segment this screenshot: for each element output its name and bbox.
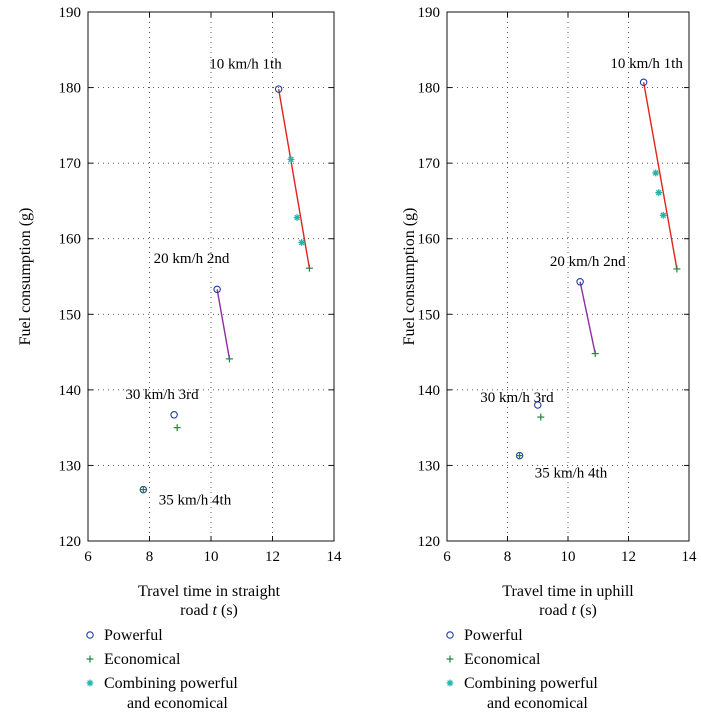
data-point-star — [659, 211, 667, 219]
y-tick-label: 160 — [59, 232, 82, 248]
x-axis-title-prefix: road — [180, 602, 212, 619]
data-point-plus — [673, 265, 681, 273]
x-axis-title-line2: road t (s) — [180, 602, 238, 619]
point-annotation: 10 km/h 1th — [209, 57, 282, 73]
y-tick-label: 140 — [59, 383, 82, 399]
y-axis-title: Fuel consumption (g) — [401, 208, 418, 346]
chart-panel-straight-road: 6 8 10 12 14 120 130 140 150 160 170 180 190 Fuel con… — [17, 5, 342, 619]
data-point-star-ray — [288, 156, 294, 163]
legend-marker-star-ray — [447, 680, 453, 686]
point-annotation: 10 km/h 1th — [610, 56, 683, 72]
y-tick-label: 190 — [59, 5, 82, 21]
legend-marker-circle — [446, 631, 454, 639]
legend-marker-plus — [446, 655, 454, 663]
data-point-star — [287, 155, 295, 163]
trend-line — [216, 289, 231, 359]
data-point-plus — [173, 424, 181, 432]
data-point-plus — [139, 486, 147, 494]
legend-uphill-road: Powerful Economical Combining powerful and … — [446, 627, 598, 712]
legend-straight-road: Powerful Economical Combining powerful and … — [86, 627, 238, 712]
legend-label: and economical — [487, 695, 588, 712]
data-point-star — [655, 189, 663, 197]
point-annotation: 35 km/h 4th — [535, 466, 608, 482]
data-point-circle — [533, 401, 542, 409]
x-tick-label: 6 — [84, 549, 92, 565]
x-tick-label: 8 — [504, 549, 512, 565]
legend-marker-circle — [86, 631, 94, 639]
chart-panel-uphill-road: 6 8 10 12 14 120 130 140 150 160 170 180 190 Fuel con… — [401, 5, 697, 619]
data-point-plus — [537, 413, 545, 421]
point-annotation: 30 km/h 3rd — [125, 387, 199, 403]
data-point-star — [293, 214, 301, 221]
data-point-star-ray — [298, 239, 305, 246]
legend-label: Combining powerful — [104, 675, 238, 692]
legend-marker-star — [86, 679, 94, 687]
data-point-star-ray — [655, 189, 662, 196]
plot-frame — [446, 11, 690, 542]
legend-label: Powerful — [464, 627, 523, 644]
y-tick-label: 120 — [418, 534, 441, 550]
data-point-circle — [576, 278, 584, 286]
legend-label: Economical — [104, 651, 181, 668]
y-tick-label: 120 — [59, 534, 82, 550]
data-point-circle — [274, 85, 283, 93]
x-tick-label: 6 — [443, 549, 451, 565]
x-axis-title-line1: Travel time in uphill — [502, 583, 634, 600]
legend-label: Combining powerful — [464, 675, 598, 692]
y-tick-label: 150 — [59, 307, 82, 323]
trend-line — [277, 88, 311, 269]
data-point-star-ray — [660, 212, 667, 219]
y-tick-label: 170 — [59, 156, 82, 172]
x-tick-label: 14 — [682, 549, 698, 565]
data-point-plus — [305, 264, 313, 272]
legend-label: and economical — [127, 695, 228, 712]
legend-marker-star — [446, 679, 454, 687]
plot-frame — [87, 11, 335, 542]
x-axis-title-variable: t — [572, 602, 577, 619]
data-point-plus — [591, 350, 599, 358]
x-tick-label: 14 — [327, 549, 343, 565]
y-tick-label: 160 — [418, 232, 441, 248]
data-point-star — [298, 239, 306, 246]
x-axis-title-unit: (s) — [576, 602, 597, 619]
x-axis-title-variable: t — [213, 602, 218, 619]
y-tick-label: 180 — [418, 81, 441, 97]
point-annotation: 20 km/h 2nd — [154, 251, 230, 267]
y-tick-label: 130 — [418, 458, 441, 474]
data-point-star — [652, 169, 660, 177]
legend-marker-star-ray — [87, 680, 93, 686]
x-axis-title-line1: Travel time in straight — [138, 583, 281, 600]
point-annotation: 30 km/h 3rd — [480, 390, 554, 406]
legend-marker-plus — [86, 655, 94, 663]
x-axis-title-prefix: road — [539, 602, 571, 619]
data-point-star-ray — [294, 214, 300, 221]
point-annotation: 20 km/h 2nd — [550, 254, 626, 270]
data-point-plus — [225, 355, 233, 363]
data-point-plus — [516, 452, 524, 460]
x-tick-label: 12 — [621, 549, 636, 565]
data-point-circle — [170, 411, 178, 419]
data-point-star-ray — [652, 170, 659, 176]
y-tick-label: 190 — [418, 5, 441, 21]
trend-line — [579, 281, 596, 354]
point-annotation: 35 km/h 4th — [159, 493, 232, 509]
x-axis-title-unit: (s) — [217, 602, 238, 619]
x-axis-title-line2: road t (s) — [539, 602, 597, 619]
data-point-circle — [639, 78, 648, 87]
y-tick-label: 180 — [59, 81, 82, 97]
y-tick-label: 170 — [418, 156, 441, 172]
legend-label: Powerful — [104, 627, 163, 644]
y-axis-title: Fuel consumption (g) — [17, 208, 34, 346]
y-tick-label: 150 — [418, 307, 441, 323]
y-tick-label: 140 — [418, 383, 441, 399]
x-tick-label: 10 — [561, 549, 576, 565]
x-tick-label: 8 — [146, 549, 154, 565]
trend-line — [642, 82, 678, 270]
data-point-circle — [213, 285, 221, 294]
y-tick-label: 130 — [59, 458, 82, 474]
x-tick-label: 10 — [204, 549, 219, 565]
legend-label: Economical — [464, 651, 541, 668]
x-tick-label: 12 — [265, 549, 280, 565]
